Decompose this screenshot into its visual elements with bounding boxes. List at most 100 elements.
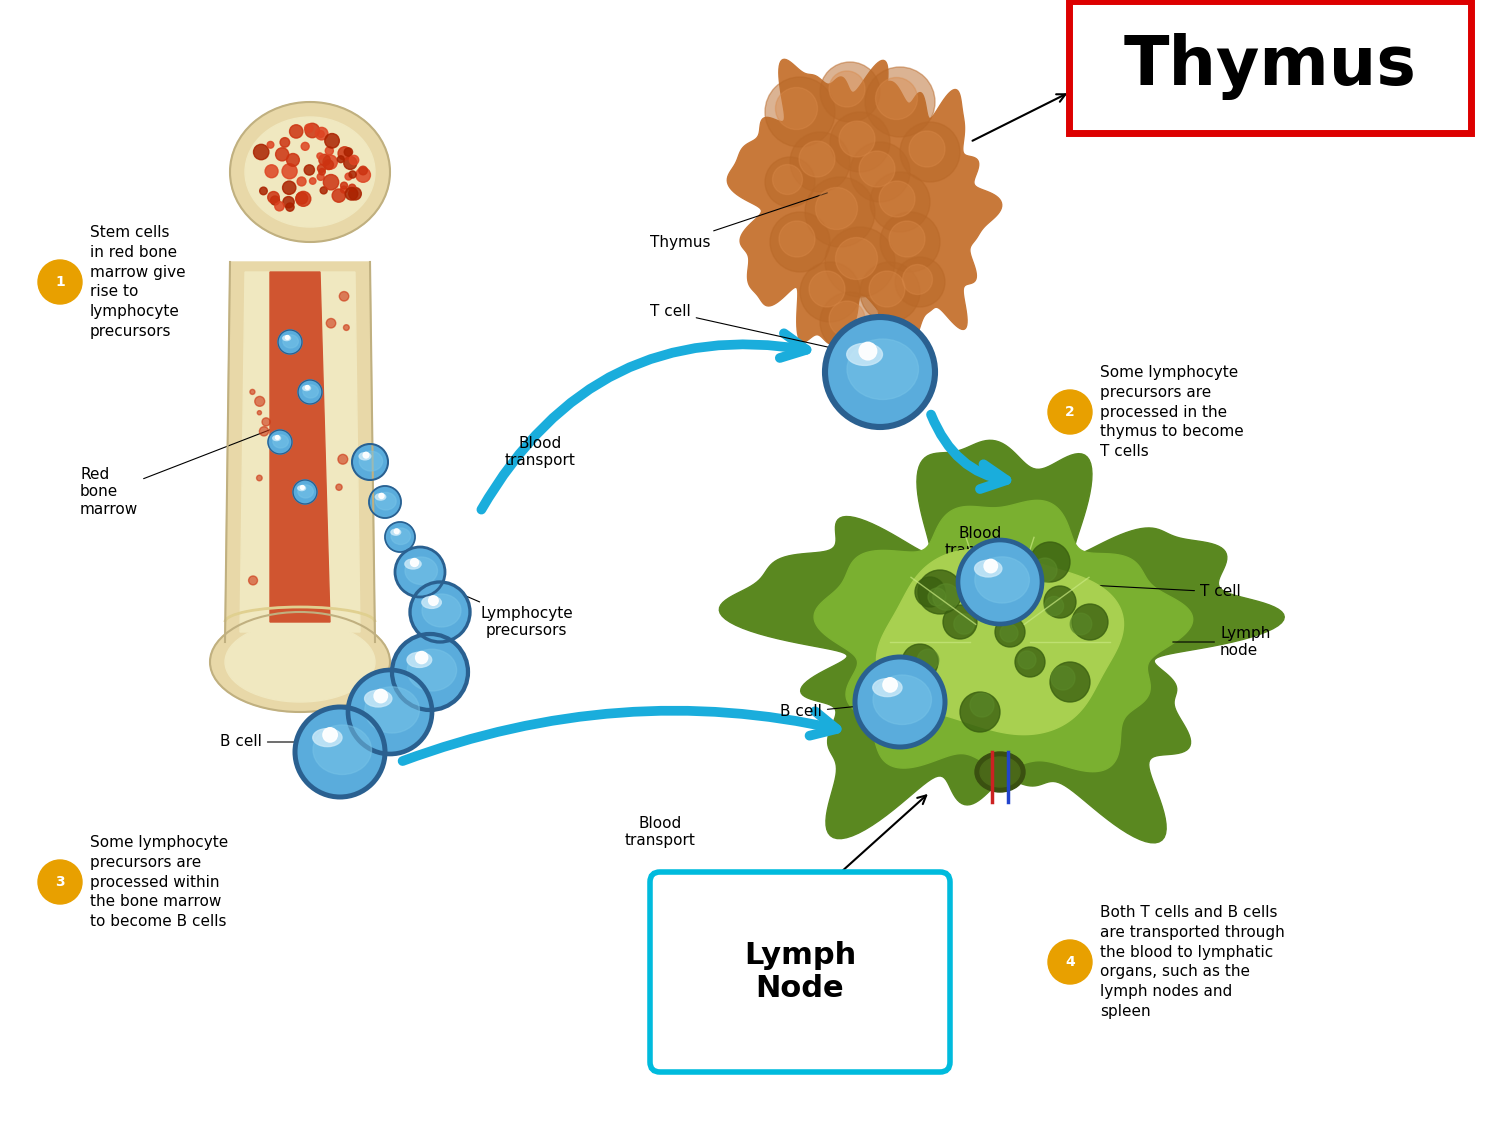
Polygon shape <box>830 81 1002 346</box>
Circle shape <box>267 192 279 203</box>
Circle shape <box>880 212 940 272</box>
Circle shape <box>868 271 904 307</box>
Circle shape <box>338 146 351 160</box>
Circle shape <box>374 690 387 702</box>
Circle shape <box>249 576 258 585</box>
Circle shape <box>327 319 336 328</box>
Circle shape <box>928 588 946 606</box>
Circle shape <box>369 486 400 518</box>
Circle shape <box>332 188 345 202</box>
Circle shape <box>340 182 348 190</box>
Circle shape <box>340 186 348 193</box>
Circle shape <box>256 475 262 481</box>
Circle shape <box>902 644 938 679</box>
Circle shape <box>896 257 945 307</box>
Circle shape <box>336 484 342 490</box>
Polygon shape <box>876 549 1124 734</box>
Polygon shape <box>728 59 940 344</box>
Circle shape <box>260 187 267 195</box>
Circle shape <box>296 193 307 204</box>
Circle shape <box>322 727 338 742</box>
Circle shape <box>884 677 897 692</box>
Circle shape <box>836 238 878 280</box>
Circle shape <box>304 164 315 175</box>
Circle shape <box>286 203 294 211</box>
Ellipse shape <box>406 649 456 691</box>
Circle shape <box>324 175 339 190</box>
Circle shape <box>870 172 930 232</box>
Circle shape <box>821 62 880 122</box>
Ellipse shape <box>225 622 375 702</box>
Circle shape <box>296 707 386 797</box>
Ellipse shape <box>210 612 390 711</box>
Ellipse shape <box>375 493 386 500</box>
Circle shape <box>890 222 926 257</box>
Ellipse shape <box>847 339 918 400</box>
Circle shape <box>411 558 419 566</box>
Ellipse shape <box>392 529 400 536</box>
Circle shape <box>1034 558 1058 582</box>
Text: Blood
transport: Blood transport <box>945 525 1016 558</box>
Circle shape <box>322 155 338 169</box>
Circle shape <box>348 187 361 200</box>
Circle shape <box>338 155 344 162</box>
Circle shape <box>879 180 915 217</box>
Ellipse shape <box>873 675 931 724</box>
Circle shape <box>348 670 432 754</box>
Circle shape <box>285 336 290 339</box>
Ellipse shape <box>422 594 460 627</box>
Circle shape <box>306 386 309 389</box>
Circle shape <box>970 693 994 717</box>
Circle shape <box>276 435 279 440</box>
Ellipse shape <box>282 336 291 340</box>
Ellipse shape <box>303 386 310 391</box>
Circle shape <box>315 128 328 139</box>
Circle shape <box>292 480 316 504</box>
Circle shape <box>324 160 333 170</box>
Circle shape <box>344 324 350 330</box>
Circle shape <box>358 167 368 175</box>
Circle shape <box>316 153 322 159</box>
Ellipse shape <box>422 596 441 609</box>
Ellipse shape <box>314 729 342 747</box>
Text: T cell: T cell <box>650 305 847 352</box>
Circle shape <box>270 196 279 206</box>
Circle shape <box>344 147 352 156</box>
Text: B cell: B cell <box>780 702 897 719</box>
Circle shape <box>918 570 962 614</box>
Circle shape <box>806 177 874 247</box>
Circle shape <box>944 605 976 640</box>
Text: 4: 4 <box>1065 955 1076 970</box>
Circle shape <box>339 291 350 301</box>
Ellipse shape <box>230 102 390 242</box>
Text: Blood
transport: Blood transport <box>504 436 576 468</box>
Circle shape <box>960 692 1000 732</box>
Circle shape <box>38 860 82 904</box>
Circle shape <box>903 265 933 295</box>
Circle shape <box>1044 596 1064 616</box>
Circle shape <box>410 582 470 642</box>
Circle shape <box>1052 666 1076 690</box>
Circle shape <box>1044 586 1076 618</box>
Circle shape <box>859 343 876 360</box>
Polygon shape <box>720 441 1284 843</box>
Circle shape <box>1019 651 1036 669</box>
Circle shape <box>386 522 416 552</box>
Circle shape <box>790 132 850 192</box>
Circle shape <box>296 192 310 207</box>
Circle shape <box>350 171 355 178</box>
Circle shape <box>958 540 1042 624</box>
Circle shape <box>859 262 920 322</box>
Circle shape <box>909 131 945 167</box>
Text: Lymph
Node: Lymph Node <box>744 941 856 1004</box>
Circle shape <box>363 452 369 458</box>
Circle shape <box>298 380 322 404</box>
Text: 3: 3 <box>56 875 64 888</box>
Circle shape <box>1048 391 1092 434</box>
Ellipse shape <box>364 690 392 707</box>
Text: Blood
transport: Blood transport <box>624 815 696 849</box>
Polygon shape <box>225 262 375 642</box>
Text: Some lymphocyte
precursors are
processed in the
thymus to become
T cells: Some lymphocyte precursors are processed… <box>1100 365 1244 459</box>
Circle shape <box>984 560 998 573</box>
Circle shape <box>352 444 388 480</box>
